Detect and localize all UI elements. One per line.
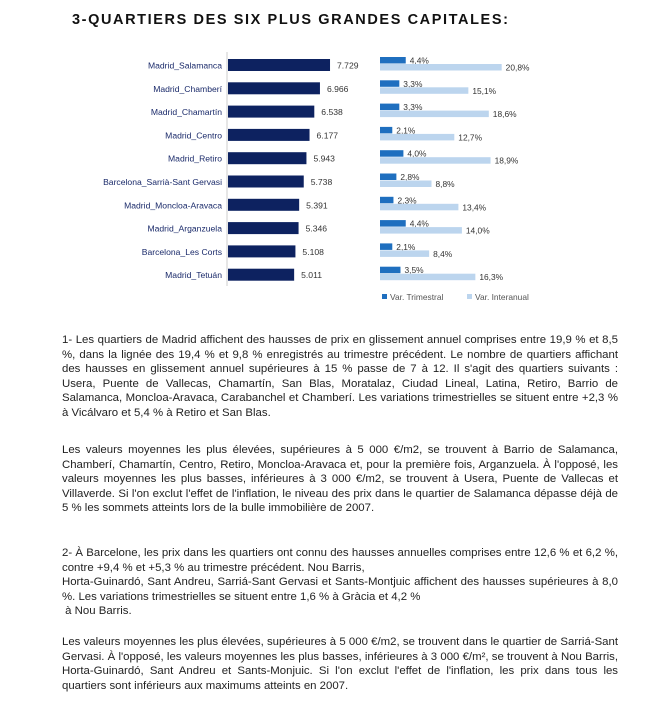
bar-trimestral (380, 243, 393, 250)
value-label: 4,4% (410, 219, 430, 229)
value-label: 2,1% (396, 242, 416, 252)
value-label: 3,5% (404, 265, 424, 275)
paragraph-2: Les valeurs moyennes les plus élevées, s… (62, 443, 618, 516)
bar-interanual (380, 157, 491, 164)
value-label: 3,3% (403, 79, 423, 89)
category-label: Madrid_Arganzuela (147, 224, 222, 234)
value-label: 18,6% (493, 109, 517, 119)
bar (228, 175, 304, 188)
value-label: 6.966 (327, 84, 349, 94)
legend-swatch (382, 294, 387, 299)
bar-trimestral (380, 173, 397, 180)
value-label: 8,8% (435, 179, 455, 189)
value-label: 6.538 (321, 107, 343, 117)
value-label: 6.177 (317, 130, 339, 140)
value-label: 2,3% (397, 195, 417, 205)
legend-swatch (467, 294, 472, 299)
bar-interanual (380, 110, 489, 118)
value-label: 20,8% (506, 63, 530, 73)
paragraph-text: 2- À Barcelone, les prix dans les quarti… (62, 547, 618, 574)
value-label: 5.943 (313, 154, 335, 164)
category-label: Madrid_Chamartín (151, 107, 222, 117)
bar (228, 82, 320, 95)
bar-trimestral (380, 126, 393, 134)
value-label: 5.738 (311, 177, 333, 187)
value-label: 7.729 (337, 61, 359, 71)
bar (228, 198, 300, 211)
paragraph-1: 1- Les quartiers de Madrid affichent des… (62, 333, 618, 421)
value-label: 12,7% (458, 132, 482, 142)
legend-label: Var. Trimestral (390, 292, 443, 302)
category-label: Madrid_Salamanca (148, 61, 222, 71)
bar-interanual (380, 87, 469, 94)
bar-trimestral (380, 150, 404, 157)
paragraph-3: 2- À Barcelone, les prix dans les quarti… (62, 546, 618, 619)
value-label: 15,1% (472, 86, 496, 96)
bar-interanual (380, 133, 455, 141)
paragraph-text: Horta-Guinardó, Sant Andreu, Sarriá-Sant… (62, 576, 618, 603)
paragraph-text: Les valeurs moyennes les plus élevées, s… (62, 636, 618, 692)
value-label: 13,4% (462, 202, 486, 212)
category-label: Barcelona_Les Corts (142, 247, 222, 257)
value-label: 4,0% (407, 149, 427, 159)
paragraph-text: 1- Les quartiers de Madrid affichent des… (62, 334, 618, 419)
legend-label: Var. Interanual (475, 292, 529, 302)
bar (228, 245, 296, 258)
paragraph-text: Les valeurs moyennes les plus élevées, s… (62, 444, 618, 515)
value-label: 3,3% (403, 102, 423, 112)
category-label: Madrid_Tetuán (165, 270, 222, 280)
value-label: 14,0% (466, 226, 490, 236)
category-label: Barcelona_Sarrià-Sant Gervasi (103, 177, 222, 187)
value-label: 5.108 (302, 247, 324, 257)
value-label: 8,4% (433, 249, 453, 259)
bar-interanual (380, 64, 502, 71)
category-label: Madrid_Centro (165, 130, 222, 140)
bar (228, 222, 299, 235)
bar-interanual (380, 180, 432, 187)
paragraph-4: Les valeurs moyennes les plus élevées, s… (62, 635, 618, 693)
bar-interanual (380, 203, 459, 211)
bar-trimestral (380, 220, 406, 227)
value-label: 5.011 (301, 270, 322, 280)
value-label: 2,1% (396, 125, 416, 135)
category-label: Madrid_Moncloa-Aravaca (124, 200, 222, 210)
bar (228, 59, 331, 71)
category-label: Madrid_Retiro (168, 154, 222, 164)
bar-trimestral (380, 266, 401, 274)
bar-trimestral (380, 196, 394, 204)
value-label: 16,3% (479, 272, 503, 282)
page-title: 3-QUARTIERS DES SIX PLUS GRANDES CAPITAL… (72, 12, 510, 28)
category-label: Madrid_Chamberí (153, 84, 222, 94)
bar (228, 152, 307, 165)
value-label: 18,9% (495, 156, 519, 166)
value-label: 5.391 (306, 200, 328, 210)
bar-trimestral (380, 80, 400, 87)
value-label: 2,8% (400, 172, 420, 182)
bar-trimestral (380, 103, 400, 111)
bar-interanual (380, 250, 430, 257)
value-label: 4,4% (410, 56, 430, 66)
bar (228, 268, 295, 281)
charts: Madrid_Salamanca 7.729 Madrid_Chamberí 6.96… (103, 52, 530, 302)
bar-interanual (380, 273, 476, 281)
bar-interanual (380, 227, 462, 234)
value-label: 5.346 (306, 224, 328, 234)
bar (228, 128, 310, 141)
bar (228, 105, 315, 118)
bar-trimestral (380, 57, 406, 64)
paragraph-text: à Nou Barris. (62, 605, 132, 618)
